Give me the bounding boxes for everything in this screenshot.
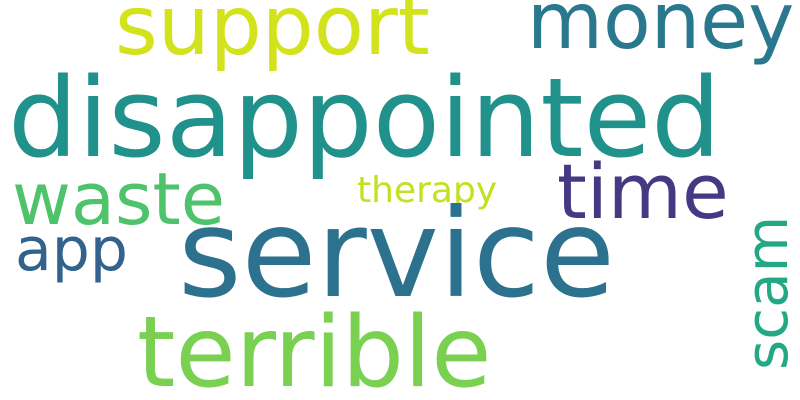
word-waste: waste bbox=[12, 157, 226, 241]
word-scam: scam bbox=[733, 215, 800, 370]
word-money: money bbox=[527, 0, 795, 67]
word-support: support bbox=[115, 0, 430, 74]
word-terrible: terrible bbox=[137, 296, 492, 400]
word-time: time bbox=[557, 147, 729, 236]
word-app: app bbox=[15, 215, 128, 285]
word-disappointed: disappointed bbox=[8, 54, 721, 182]
word-therapy: therapy bbox=[357, 170, 498, 211]
word-service: service bbox=[178, 183, 616, 325]
